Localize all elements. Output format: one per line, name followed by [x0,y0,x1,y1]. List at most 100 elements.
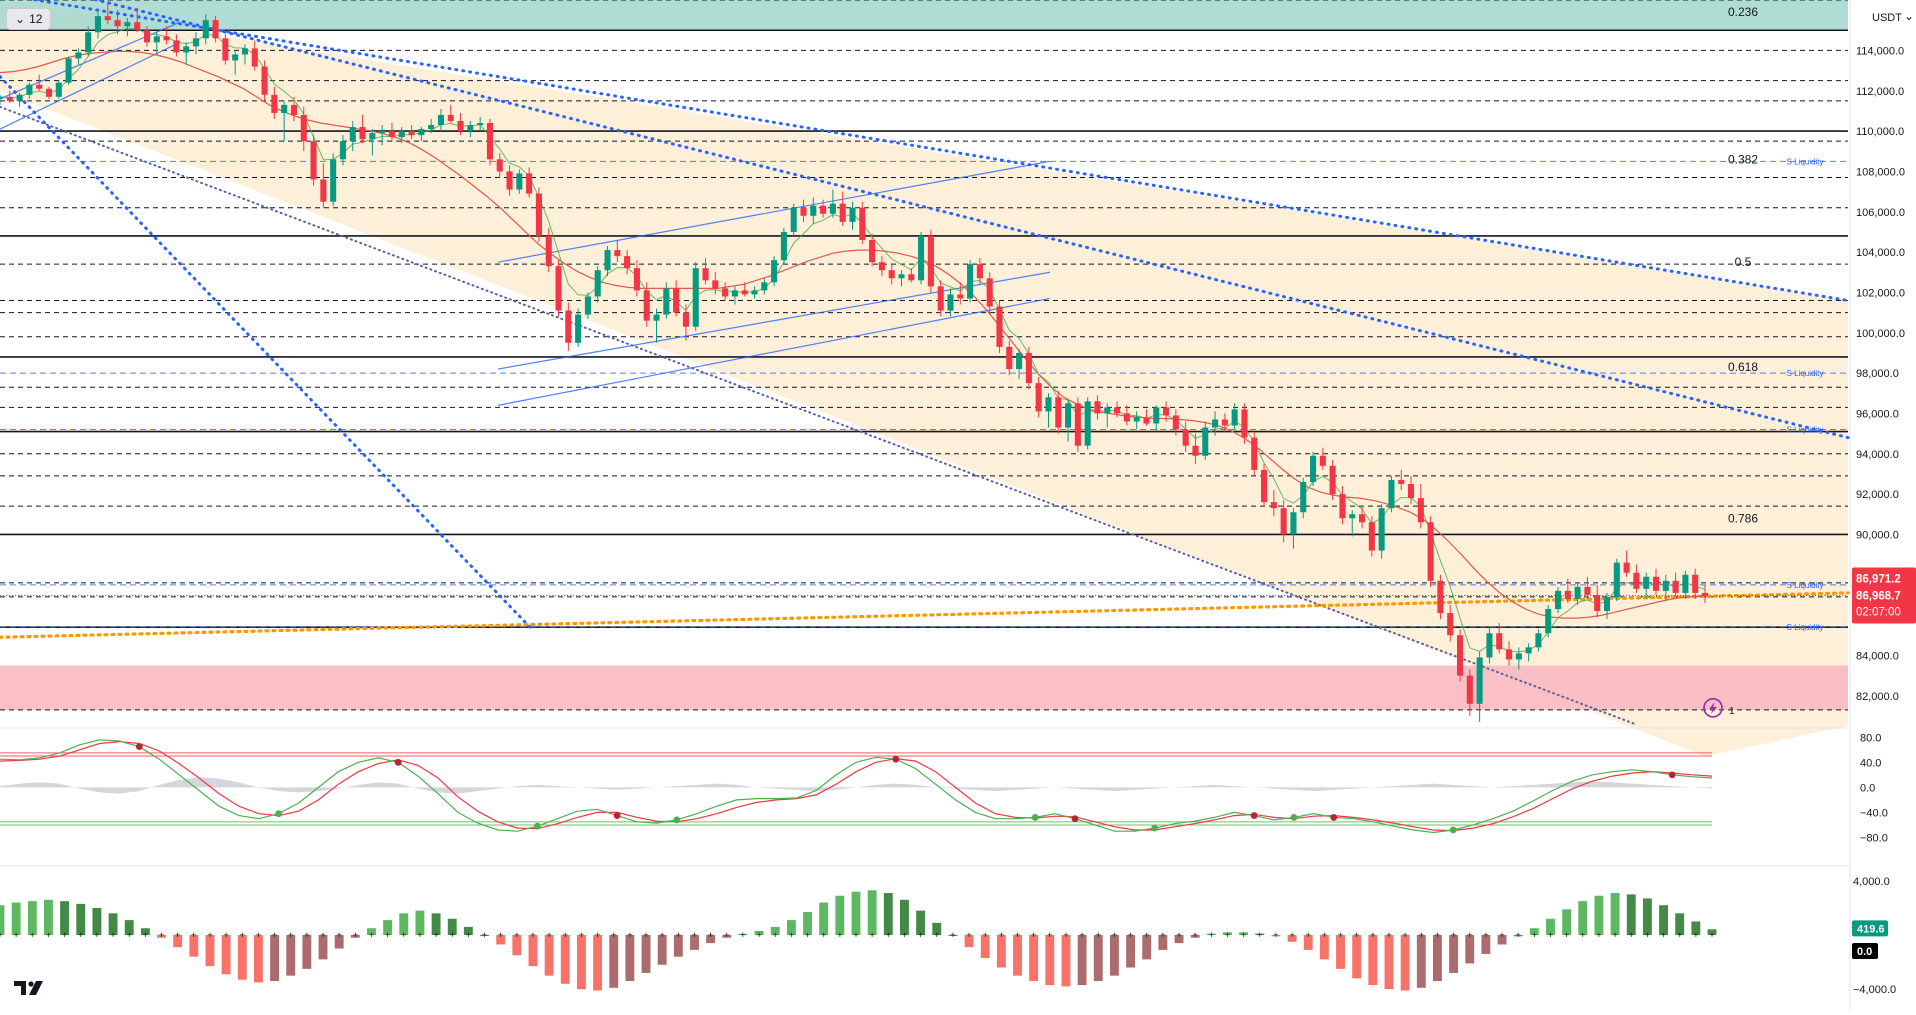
candle-body [379,131,386,134]
osc-tick-label: −80.0 [1860,832,1888,844]
candle [1476,651,1483,722]
candle-body [1261,469,1268,503]
candle-body [1065,403,1072,428]
candle [859,201,866,245]
candle-body [398,131,405,138]
macd-bar [883,893,893,935]
candle-body [1045,397,1052,412]
candle-body [927,235,934,287]
candle [1554,586,1562,614]
candle-body [1378,508,1385,551]
candle [1545,605,1552,638]
candle-body [1594,594,1601,612]
currency-label: USDT [1872,12,1902,24]
candle [251,40,258,71]
candle-body [437,114,444,126]
candle-body [898,274,905,279]
candle [1280,500,1287,543]
candle-body [908,274,915,281]
macd-bar [932,922,942,935]
candle [1084,397,1091,450]
candle-body [751,290,758,295]
candle-body [820,205,827,214]
candle [771,256,778,287]
macd-bar [1287,935,1297,942]
macd-zero-cross: + [110,930,115,940]
candle [1261,463,1268,507]
badge-number: 1 [1729,706,1735,717]
candle-body [878,262,885,271]
candle-body [1123,413,1130,422]
candle [1339,486,1346,525]
osc-cross-dot [613,812,621,819]
timeframe-selector[interactable]: ⌄ 12 [6,8,52,30]
candle [937,280,944,317]
candle-body [94,16,102,33]
macd-zero-cross: + [1209,930,1214,940]
candle-body [1554,590,1562,610]
macd-zero-cross: + [498,930,503,940]
candle-body [1231,409,1238,426]
price-scale-background [1850,0,1916,1010]
candle-body [849,207,856,222]
macd-zero-cross: + [918,930,923,940]
candle-body [467,125,474,132]
rising-channel-upper [497,160,1051,263]
candle [1643,572,1650,599]
macd-zero-cross: + [1225,930,1230,940]
orange-dotted-trendline [0,591,1850,639]
rising-channel-early-lower [0,41,181,130]
candle-body [104,16,111,21]
candle-body [1025,352,1032,384]
bar-countdown: 02:07:00 [1856,607,1901,619]
macd-bar [1675,913,1685,935]
candle [1417,484,1424,529]
macd-zero-cross: + [756,930,761,940]
candle-body [780,231,787,261]
candle-body [1662,580,1669,591]
dotted-trendline-middle [90,0,1850,440]
candle [594,266,601,303]
chevron-down-icon: ⌄ [15,12,26,26]
price-tick-label: 98,000.0 [1856,368,1899,380]
macd-zero-cross: + [1273,930,1278,940]
macd-bar [92,907,102,935]
macd-bar [1529,928,1539,935]
macd-bar [334,935,344,949]
candle [477,116,484,132]
candle-body [565,310,572,343]
candle [506,165,513,196]
macd-bar [431,913,441,935]
candle [604,246,611,277]
candle-body [1202,427,1209,456]
candle-body [839,203,846,222]
candle [408,125,415,140]
macd-bar [625,935,635,982]
macd-zero-cross: + [401,930,406,940]
osc-tick-label: −40.0 [1860,807,1888,819]
candle [1300,477,1307,519]
candle [369,129,376,156]
candle-body [1466,675,1473,704]
macd-hist-badge [1852,920,1888,937]
candle [1133,411,1140,430]
macd-zero-cross: + [708,930,713,940]
candle [976,258,983,285]
candle [526,167,533,198]
candle-body [633,268,640,291]
candle [1682,570,1689,599]
macd-bar [900,899,909,935]
candle-body [1407,484,1415,499]
candle-body [947,294,954,311]
macd-zero-cross: + [1645,930,1650,940]
candle-body [1280,508,1287,535]
candle [947,288,954,317]
candle [986,272,993,315]
candle [290,96,298,121]
candle-body [202,20,209,39]
candle [418,127,425,142]
macd-zero-cross: + [191,930,196,940]
macd-bar [1513,935,1523,937]
